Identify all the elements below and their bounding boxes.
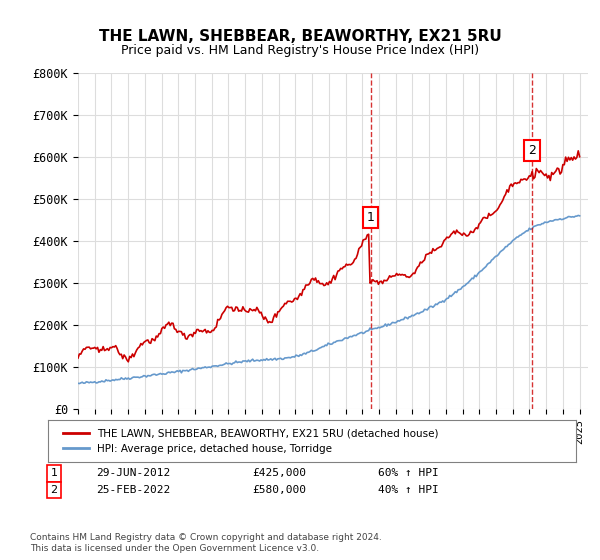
Legend: THE LAWN, SHEBBEAR, BEAWORTHY, EX21 5RU (detached house), HPI: Average price, de: THE LAWN, SHEBBEAR, BEAWORTHY, EX21 5RU … — [58, 424, 443, 458]
Text: 1: 1 — [50, 468, 58, 478]
Text: 40% ↑ HPI: 40% ↑ HPI — [378, 485, 439, 495]
Text: £425,000: £425,000 — [252, 468, 306, 478]
Text: £580,000: £580,000 — [252, 485, 306, 495]
Text: 2: 2 — [50, 485, 58, 495]
Text: 1: 1 — [367, 211, 374, 224]
Text: 2: 2 — [528, 144, 536, 157]
Text: THE LAWN, SHEBBEAR, BEAWORTHY, EX21 5RU: THE LAWN, SHEBBEAR, BEAWORTHY, EX21 5RU — [98, 29, 502, 44]
Text: 29-JUN-2012: 29-JUN-2012 — [96, 468, 170, 478]
Text: 60% ↑ HPI: 60% ↑ HPI — [378, 468, 439, 478]
Text: 25-FEB-2022: 25-FEB-2022 — [96, 485, 170, 495]
Text: Price paid vs. HM Land Registry's House Price Index (HPI): Price paid vs. HM Land Registry's House … — [121, 44, 479, 57]
Text: Contains HM Land Registry data © Crown copyright and database right 2024.
This d: Contains HM Land Registry data © Crown c… — [30, 534, 382, 553]
